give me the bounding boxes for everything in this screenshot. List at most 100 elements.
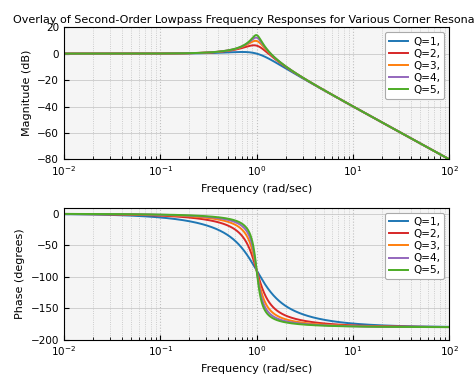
Q=1,: [447, 157, 452, 162]
Q=4,: [105, 51, 111, 56]
Q=5,: [105, 212, 111, 216]
Line: Q=3,: Q=3,: [64, 41, 449, 159]
Q=4,: [447, 157, 452, 162]
Q=2,: [251, 43, 257, 47]
Q=5,: [61, 51, 67, 56]
Q=5,: [398, 324, 403, 329]
Line: Q=5,: Q=5,: [64, 214, 449, 327]
Q=1,: [209, 225, 215, 230]
Q=4,: [128, 212, 134, 217]
Q=5,: [447, 157, 452, 162]
Q=3,: [253, 39, 258, 43]
Q=5,: [105, 51, 111, 56]
Q=4,: [105, 212, 111, 216]
Q=1,: [226, 233, 231, 238]
Q=4,: [209, 50, 215, 54]
Q=4,: [209, 215, 215, 220]
Line: Q=4,: Q=4,: [64, 214, 449, 327]
Q=1,: [128, 51, 134, 56]
Q=4,: [439, 153, 445, 158]
Q=1,: [226, 50, 231, 55]
Q=2,: [226, 49, 231, 53]
X-axis label: Frequency (rad/sec): Frequency (rad/sec): [201, 364, 312, 374]
Q=1,: [239, 50, 245, 54]
Q=2,: [105, 212, 111, 217]
Q=4,: [447, 325, 452, 329]
Q=2,: [61, 51, 67, 56]
Q=2,: [105, 51, 111, 56]
Title: Overlay of Second-Order Lowpass Frequency Responses for Various Corner Resonance: Overlay of Second-Order Lowpass Frequenc…: [13, 15, 474, 25]
Q=5,: [398, 130, 403, 135]
Q=4,: [439, 325, 445, 329]
Q=2,: [447, 325, 452, 329]
Q=4,: [253, 35, 259, 40]
Q=3,: [128, 51, 134, 56]
Q=1,: [61, 51, 67, 56]
Y-axis label: Phase (degrees): Phase (degrees): [15, 228, 25, 319]
Q=3,: [226, 220, 231, 224]
Line: Q=5,: Q=5,: [64, 35, 449, 159]
Q=2,: [226, 223, 231, 228]
Y-axis label: Magnitude (dB): Magnitude (dB): [22, 50, 32, 137]
Q=4,: [61, 212, 67, 216]
Line: Q=2,: Q=2,: [64, 214, 449, 327]
Q=3,: [447, 157, 452, 162]
Q=2,: [61, 212, 67, 216]
Q=3,: [105, 51, 111, 56]
Q=2,: [128, 51, 134, 56]
Line: Q=4,: Q=4,: [64, 38, 449, 159]
Q=3,: [226, 48, 231, 53]
Line: Q=1,: Q=1,: [64, 52, 449, 159]
Q=3,: [439, 325, 445, 329]
Q=2,: [209, 218, 215, 223]
Q=4,: [226, 217, 231, 222]
Q=2,: [209, 50, 215, 55]
X-axis label: Frequency (rad/sec): Frequency (rad/sec): [201, 184, 312, 194]
Q=3,: [447, 325, 452, 329]
Q=1,: [439, 324, 445, 329]
Q=4,: [226, 48, 231, 53]
Q=5,: [226, 48, 231, 53]
Q=3,: [209, 216, 215, 221]
Q=2,: [447, 157, 452, 162]
Line: Q=3,: Q=3,: [64, 214, 449, 327]
Q=1,: [439, 153, 445, 158]
Q=3,: [61, 212, 67, 216]
Q=1,: [398, 130, 403, 135]
Legend: Q=1,, Q=2,, Q=3,, Q=4,, Q=5,: Q=1,, Q=2,, Q=3,, Q=4,, Q=5,: [385, 32, 444, 99]
Q=3,: [61, 51, 67, 56]
Q=4,: [398, 130, 403, 135]
Q=1,: [209, 51, 215, 55]
Q=4,: [61, 51, 67, 56]
Q=2,: [398, 324, 403, 329]
Q=1,: [447, 324, 452, 329]
Q=1,: [398, 324, 403, 328]
Line: Q=1,: Q=1,: [64, 214, 449, 327]
Q=5,: [439, 153, 445, 158]
Legend: Q=1,, Q=2,, Q=3,, Q=4,, Q=5,: Q=1,, Q=2,, Q=3,, Q=4,, Q=5,: [385, 213, 444, 279]
Line: Q=2,: Q=2,: [64, 45, 449, 159]
Q=5,: [447, 325, 452, 329]
Q=1,: [128, 213, 134, 218]
Q=5,: [128, 51, 134, 56]
Q=2,: [439, 325, 445, 329]
Q=5,: [209, 50, 215, 54]
Q=1,: [61, 212, 67, 217]
Q=1,: [105, 212, 111, 217]
Q=4,: [128, 51, 134, 56]
Q=5,: [61, 212, 67, 216]
Q=1,: [105, 51, 111, 56]
Q=3,: [439, 153, 445, 158]
Q=5,: [209, 214, 215, 219]
Q=5,: [439, 325, 445, 329]
Q=3,: [105, 212, 111, 217]
Q=2,: [439, 153, 445, 158]
Q=2,: [128, 212, 134, 217]
Q=5,: [226, 216, 231, 221]
Q=3,: [398, 130, 403, 135]
Q=2,: [398, 130, 403, 135]
Q=4,: [398, 324, 403, 329]
Q=3,: [398, 324, 403, 329]
Q=5,: [254, 33, 259, 37]
Q=3,: [128, 212, 134, 217]
